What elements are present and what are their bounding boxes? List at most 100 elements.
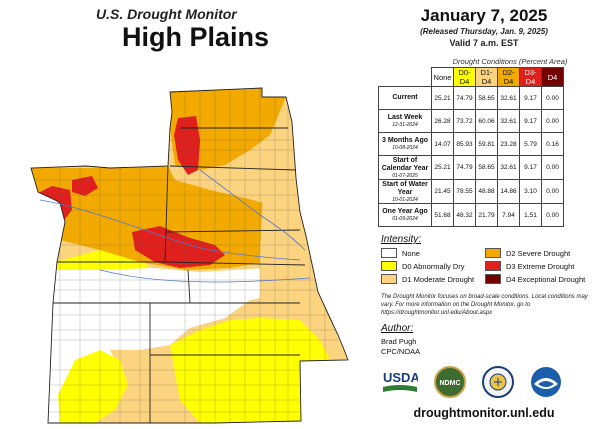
- table-cell: 3.10: [519, 179, 542, 204]
- legend-swatch: [381, 261, 397, 271]
- legend-swatch: [381, 274, 397, 284]
- table-cell: 32.61: [497, 155, 520, 180]
- d3-area-wyoming-east: [132, 226, 225, 268]
- d0-area-kansas: [170, 318, 330, 423]
- table-cell: 51.68: [431, 203, 454, 227]
- author-block: Brad Pugh CPC/NOAA: [381, 337, 420, 357]
- col-d4: D4: [541, 67, 564, 87]
- table-cell: 0.00: [541, 203, 564, 227]
- table-cell: 74.79: [453, 155, 476, 180]
- table-cell: 1.51: [519, 203, 542, 227]
- table-cell: 26.28: [431, 109, 454, 133]
- table-cell: 14.86: [497, 179, 520, 204]
- legend-label: D1 Moderate Drought: [402, 274, 475, 284]
- ndmc-logo-icon: NDMC: [434, 366, 466, 398]
- author-name: Brad Pugh: [381, 337, 417, 346]
- row-date: 01-07-2025: [392, 172, 418, 179]
- table-row: One Year Ago 01-09-2024 51.68 48.32 21.79…: [378, 203, 564, 227]
- row-date: 12-31-2024: [392, 122, 418, 128]
- table-cell: 32.61: [497, 109, 520, 133]
- legend-label: None: [402, 248, 420, 258]
- row-label: Last Week: [387, 114, 423, 121]
- legend-swatch: [485, 261, 501, 271]
- table-cell: 58.65: [475, 86, 498, 110]
- table-cell: 14.07: [431, 132, 454, 156]
- map-date: January 7, 2025: [420, 6, 548, 25]
- col-d2-d4: D2-D4: [497, 67, 520, 87]
- col-d0-d4: D0-D4: [453, 67, 476, 87]
- noaa-logo-icon: [531, 367, 561, 397]
- table-cell: 0.00: [541, 109, 564, 133]
- table-cell: 0.00: [541, 179, 564, 204]
- table-cell: 73.72: [453, 109, 476, 133]
- row-label: Current: [392, 94, 418, 101]
- table-cell: 0.00: [541, 155, 564, 180]
- map-title: High Plains: [122, 22, 270, 52]
- table-cell: 48.88: [475, 179, 498, 204]
- d0-area-wyoming-south: [55, 250, 150, 270]
- table-title: Drought Conditions (Percent Area): [452, 57, 568, 66]
- legend-item-d3: D3 Extreme Drought: [485, 261, 574, 271]
- table-row: Start of Water Year 10-01-2024 21.45 78.5…: [378, 179, 564, 204]
- release-note: (Released Thursday, Jan. 9, 2025): [420, 27, 548, 36]
- table-cell: 9.17: [519, 109, 542, 133]
- rivers: [39, 169, 311, 283]
- legend-swatch: [381, 248, 397, 258]
- row-label: Start of Calendar Year: [381, 156, 429, 172]
- d1-area-northeast: [260, 97, 330, 318]
- table-row: Start of Calendar Year 01-07-2025 25.21 7…: [378, 155, 564, 180]
- legend-label: D4 Exceptional Drought: [506, 274, 586, 284]
- table-cell: 78.55: [453, 179, 476, 204]
- table-row: Last Week 12-31-2024 26.28 73.72 60.06 32…: [378, 109, 564, 133]
- table-cell: 0.00: [541, 86, 564, 110]
- table-cell: 9.17: [519, 86, 542, 110]
- legend-item-d2: D2 Severe Drought: [485, 248, 570, 258]
- site-url: droughtmonitor.unl.edu: [413, 406, 555, 420]
- table-cell: 58.65: [475, 155, 498, 180]
- legend-label: D3 Extreme Drought: [506, 261, 575, 271]
- table-cell: 32.61: [497, 86, 520, 110]
- d3-area-northwest-small: [72, 176, 98, 196]
- author-org: CPC/NOAA: [381, 347, 421, 356]
- row-date: 10-08-2024: [392, 145, 418, 151]
- map-subtitle: U.S. Drought Monitor: [96, 6, 237, 22]
- row-label: Start of Water Year: [382, 180, 428, 196]
- col-none: None: [431, 67, 454, 87]
- d2-area-north: [170, 88, 288, 170]
- table-cell: 74.79: [453, 86, 476, 110]
- d0-area-south-colorado: [58, 350, 128, 423]
- table-cell: 5.79: [519, 132, 542, 156]
- legend-item-none: None: [381, 248, 420, 258]
- table-cell: 85.93: [453, 132, 476, 156]
- svg-text:USDA: USDA: [383, 370, 418, 385]
- legend-label: D0 Abnormally Dry: [402, 261, 465, 271]
- legend-title: Intensity:: [381, 234, 422, 245]
- legend-swatch: [485, 248, 501, 258]
- table-cell: 25.21: [431, 155, 454, 180]
- d3-area-west-south-dakota: [174, 116, 200, 175]
- legend-label: D2 Severe Drought: [506, 248, 571, 258]
- col-d1-d4: D1-D4: [475, 67, 498, 87]
- table-cell: 21.79: [475, 203, 498, 227]
- table-cell: 60.06: [475, 109, 498, 133]
- author-title: Author:: [381, 323, 414, 334]
- drought-map: [30, 87, 349, 424]
- table-cell: 0.16: [541, 132, 564, 156]
- legend-swatch: [485, 274, 501, 284]
- drought-conditions-table: None D0-D4 D1-D4 D2-D4 D3-D4 D4 Current …: [378, 67, 564, 227]
- valid-time: Valid 7 a.m. EST: [449, 38, 519, 48]
- row-date: 10-01-2024: [392, 196, 418, 203]
- row-date: 01-09-2024: [392, 216, 418, 222]
- table-cell: 59.81: [475, 132, 498, 156]
- commerce-seal-icon: [482, 366, 514, 398]
- row-label: One Year Ago: [382, 208, 428, 215]
- legend-item-d0: D0 Abnormally Dry: [381, 261, 465, 271]
- table-cell: 23.28: [497, 132, 520, 156]
- table-cell: 21.45: [431, 179, 454, 204]
- table-row: Current 25.21 74.79 58.65 32.61 9.17 0.0…: [378, 86, 564, 110]
- disclaimer-note: The Drought Monitor focuses on broad-sca…: [381, 294, 588, 316]
- legend-item-d4: D4 Exceptional Drought: [485, 274, 585, 284]
- table-cell: 9.17: [519, 155, 542, 180]
- svg-text:NDMC: NDMC: [440, 380, 461, 387]
- table-cell: 7.94: [497, 203, 520, 227]
